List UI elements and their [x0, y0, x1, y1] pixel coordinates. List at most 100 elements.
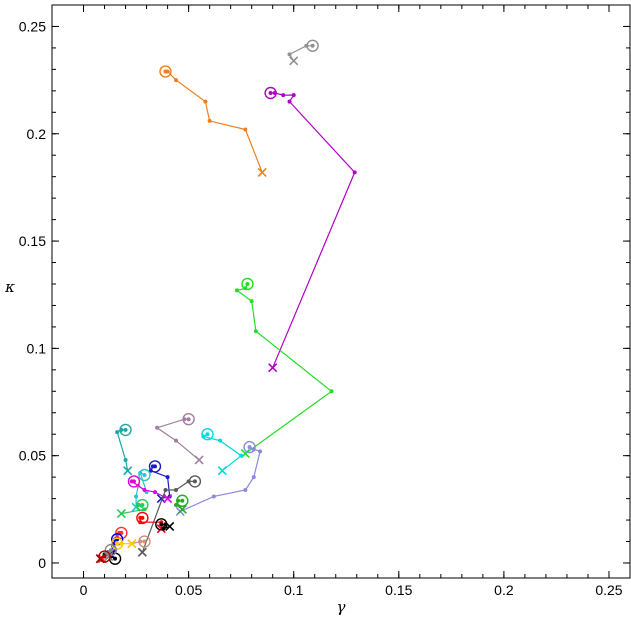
data-point	[113, 556, 118, 561]
data-series	[116, 498, 149, 519]
data-point	[239, 453, 244, 458]
start-marker	[243, 440, 256, 454]
data-series	[287, 39, 319, 66]
plot-frame	[51, 4, 631, 579]
x-axis-label: γ	[337, 598, 346, 616]
x-axis: 0 0.05 0.1 0.15 0.2 0.25	[80, 5, 623, 598]
data-series	[127, 475, 173, 504]
y-tick-label: 0.15	[19, 233, 46, 249]
data-point	[129, 479, 134, 484]
data-series	[234, 277, 334, 459]
start-marker	[176, 494, 189, 507]
series-layer	[95, 39, 357, 565]
data-point	[142, 539, 147, 544]
data-point	[159, 522, 164, 527]
end-marker	[217, 466, 227, 476]
start-marker	[182, 412, 195, 426]
data-point	[123, 427, 128, 432]
data-point	[243, 488, 248, 493]
series-line	[270, 92, 356, 368]
end-marker	[95, 554, 105, 564]
y-tick-label: 0.25	[19, 18, 46, 34]
data-series	[155, 412, 204, 465]
data-point	[165, 475, 170, 480]
data-point	[253, 329, 258, 334]
start-marker	[306, 39, 319, 52]
x-tick-label: 0.05	[175, 582, 202, 598]
series-line	[165, 70, 263, 173]
data-series	[95, 550, 111, 564]
y-tick-label: 0.1	[27, 340, 47, 356]
data-point	[138, 515, 143, 520]
data-series	[159, 65, 267, 177]
data-point	[123, 457, 128, 462]
data-series	[148, 460, 172, 504]
end-marker	[268, 363, 278, 373]
data-series	[115, 423, 133, 476]
start-marker	[136, 498, 149, 512]
end-marker	[257, 167, 267, 177]
start-marker	[264, 86, 277, 100]
end-marker	[165, 521, 175, 532]
data-point	[186, 417, 191, 422]
start-marker	[138, 535, 151, 548]
data-series	[137, 475, 202, 557]
series-line	[121, 504, 147, 515]
series-line	[155, 418, 200, 461]
data-point	[180, 498, 185, 503]
data-point	[258, 449, 263, 454]
y-axis-label: κ	[4, 278, 15, 296]
data-point	[287, 99, 292, 104]
end-marker	[104, 551, 114, 562]
data-point	[140, 503, 145, 508]
data-point	[205, 432, 210, 437]
data-point	[174, 488, 179, 493]
data-point	[203, 99, 208, 104]
y-axis: 0 0.05 0.1 0.15 0.2 0.25	[19, 18, 630, 571]
start-marker	[119, 423, 132, 437]
data-point	[211, 494, 216, 499]
data-point	[152, 490, 157, 495]
data-point	[234, 288, 239, 293]
data-point	[163, 488, 168, 493]
start-marker	[159, 65, 172, 78]
data-series	[264, 86, 357, 373]
series-line	[235, 283, 333, 454]
data-point	[329, 389, 334, 394]
x-tick-label: 0.25	[595, 582, 622, 598]
end-marker	[137, 547, 147, 557]
end-marker	[289, 56, 299, 66]
data-series	[201, 428, 244, 476]
end-marker	[127, 539, 137, 549]
data-series	[175, 440, 263, 517]
start-marker	[127, 475, 141, 488]
data-point	[174, 438, 179, 443]
data-point	[142, 488, 147, 493]
y-tick-label: 0.05	[19, 448, 46, 464]
end-marker	[156, 524, 166, 534]
data-point	[150, 464, 155, 469]
start-marker	[188, 475, 202, 488]
data-series	[155, 518, 175, 532]
data-point	[207, 118, 212, 123]
data-series	[136, 511, 166, 534]
y-tick-label: 0.2	[27, 126, 47, 142]
data-point	[134, 494, 139, 499]
data-point	[287, 52, 292, 57]
data-point	[249, 299, 254, 304]
data-point	[251, 475, 256, 480]
data-point	[281, 93, 286, 98]
end-marker	[177, 504, 187, 514]
x-tick-label: 0.1	[284, 582, 304, 598]
data-point	[115, 541, 120, 546]
data-point	[142, 472, 147, 477]
data-point	[155, 425, 160, 430]
start-marker	[148, 460, 162, 473]
y-tick-label: 0	[38, 555, 46, 571]
x-tick-label: 0	[80, 582, 88, 598]
start-marker	[201, 428, 214, 441]
data-series	[110, 537, 137, 550]
data-point	[268, 90, 273, 95]
end-marker	[116, 509, 126, 519]
